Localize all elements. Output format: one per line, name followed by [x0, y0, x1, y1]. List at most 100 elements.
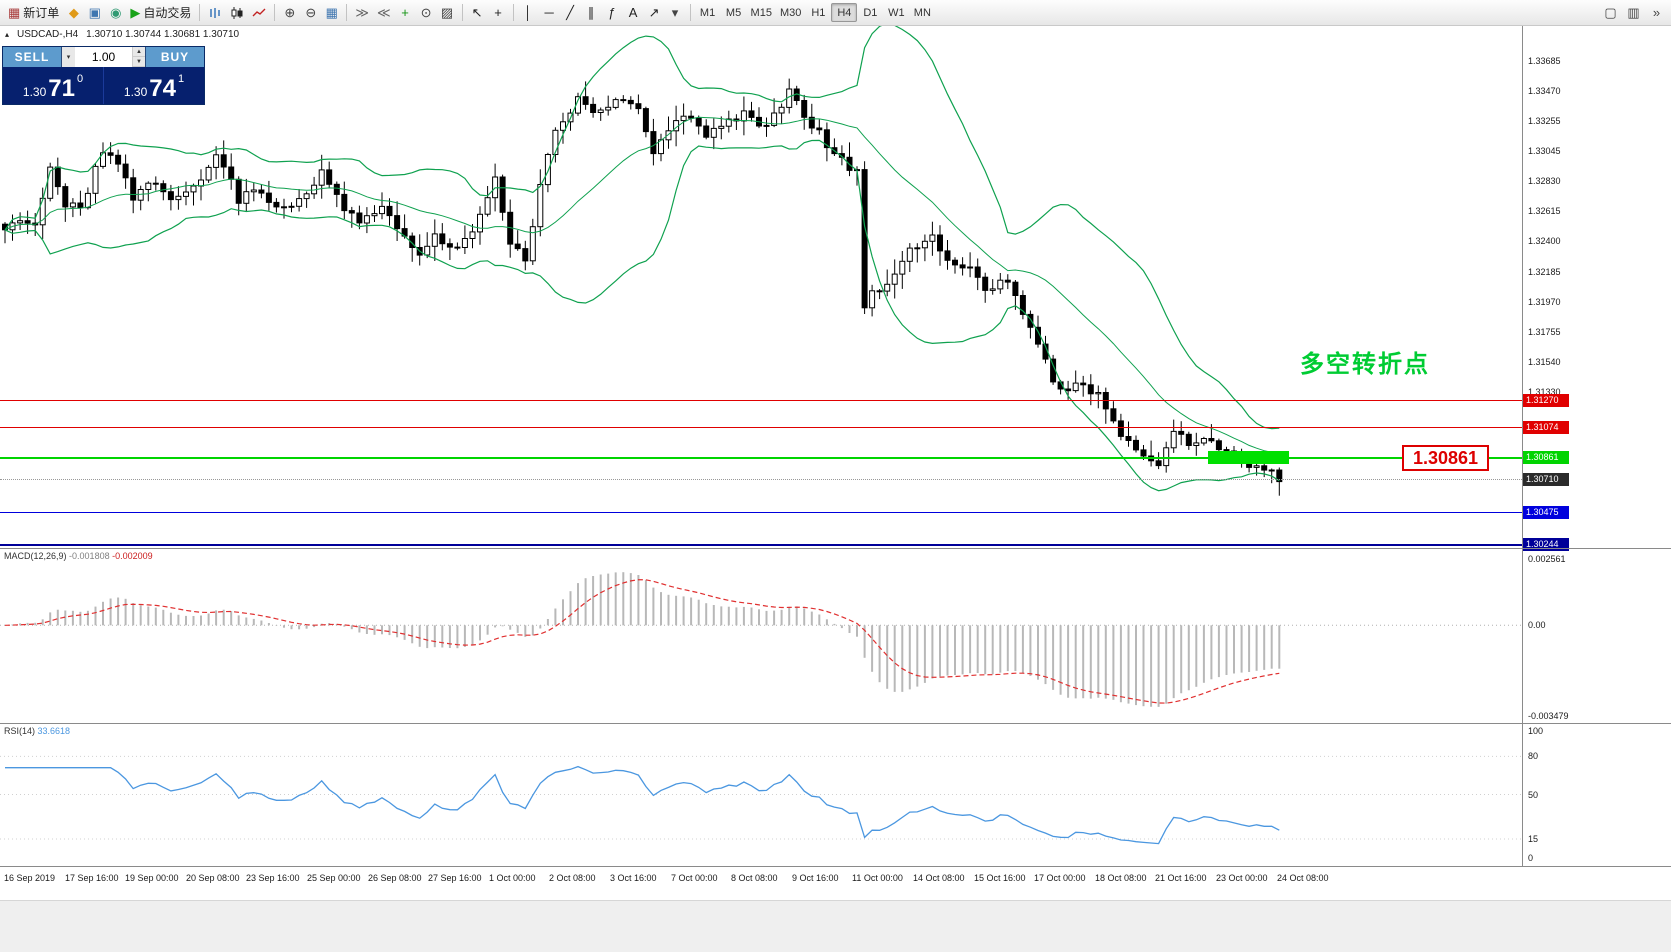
bar-chart-button[interactable] — [204, 2, 226, 23]
fibonacci-icon: ƒ — [608, 5, 616, 20]
templates-button[interactable]: ▨ — [437, 2, 458, 23]
horizontal-line-icon: ─ — [544, 5, 554, 20]
horizontal-level-1.30710[interactable] — [0, 478, 1522, 480]
cursor-button[interactable]: ↖ — [467, 2, 488, 23]
channel-button[interactable]: ∥ — [581, 2, 602, 23]
chart-annotation-text: 多空转折点 — [1300, 351, 1430, 378]
line-chart-button[interactable] — [248, 2, 270, 23]
volume-up-icon[interactable]: ▲ — [133, 47, 145, 57]
date-label: 11 Oct 00:00 — [852, 873, 903, 883]
date-label: 3 Oct 16:00 — [610, 873, 657, 883]
rsi-scale: 80 — [1528, 751, 1539, 762]
buy-button[interactable]: BUY — [146, 47, 204, 67]
date-label: 15 Oct 16:00 — [974, 873, 1026, 883]
chart-list-button[interactable]: ▢ — [1600, 2, 1621, 23]
toolbar-separator — [461, 4, 463, 21]
time-scale[interactable]: 16 Sep 2019 17 Sep 16:00 19 Sep 00:00 20 Se… — [0, 866, 1671, 900]
date-label: 16 Sep 2019 — [4, 873, 56, 883]
tile-windows-button[interactable]: ▦ — [321, 2, 342, 23]
window-menu-button[interactable]: ▥ — [1623, 2, 1644, 23]
horizontal-level-1.30861[interactable] — [0, 456, 1522, 459]
terminal-button[interactable]: ◉ — [105, 2, 126, 23]
arrows-button[interactable]: ↗ — [644, 2, 665, 23]
drawing-dropdown[interactable]: ▾ — [665, 2, 686, 23]
timeframe-w1[interactable]: W1 — [888, 6, 905, 19]
price-callout-label[interactable]: 1.30861 — [1402, 445, 1490, 471]
toolbar-right-group: ▢ ▥ » — [1600, 2, 1667, 23]
macd-canvas[interactable] — [0, 548, 1522, 723]
volume-down-icon[interactable]: ▼ — [133, 57, 145, 67]
chart-shift-icon: ≪ — [376, 4, 391, 20]
horizontal-level-1.31074[interactable] — [0, 427, 1522, 429]
timeframe-m5[interactable]: M5 — [725, 6, 742, 19]
zoom-out-button[interactable]: ⊖ — [300, 2, 321, 23]
macd-label: MACD(12,26,9) -0.001808 -0.002009 — [4, 551, 153, 561]
price-scale[interactable]: 1.31270 1.31074 1.30861 1.30710 1.30475 1.302… — [1522, 26, 1671, 866]
panel-separator[interactable] — [0, 548, 1671, 549]
new-order-icon: ▦ — [8, 4, 21, 20]
timeframe-d1[interactable]: D1 — [863, 6, 878, 19]
macd-main-value: -0.001808 — [69, 551, 110, 561]
horizontal-line-button[interactable]: ─ — [539, 2, 560, 23]
zoom-in-button[interactable]: ⊕ — [279, 2, 300, 23]
panel-separator[interactable] — [0, 723, 1671, 724]
timeframe-m30[interactable]: M30 — [779, 6, 802, 19]
horizontal-level-1.30475[interactable] — [0, 511, 1522, 513]
macd-scale-max: 0.002561 — [1528, 554, 1566, 564]
auto-scroll-icon: ≫ — [355, 4, 369, 20]
macd-scale-zero: 0.00 — [1528, 620, 1546, 631]
bars-icon — [208, 6, 222, 20]
zoom-in-icon: ⊕ — [284, 4, 296, 20]
sell-button[interactable]: SELL — [3, 47, 61, 67]
buy-price-small: 1.30 — [123, 85, 148, 99]
date-label: 14 Oct 08:00 — [913, 873, 965, 883]
market-watch-button[interactable]: ◆ — [63, 2, 84, 23]
fibonacci-button[interactable]: ƒ — [602, 2, 623, 23]
autotrading-button[interactable]: ▶ 自动交易 — [126, 2, 195, 23]
price-tick: 1.33255 — [1528, 116, 1561, 126]
trade-panel-collapse-icon[interactable]: ▴ — [5, 30, 10, 39]
autotrading-button-label: 自动交易 — [143, 6, 192, 20]
crosshair-button[interactable]: + — [488, 2, 509, 23]
auto-scroll-button[interactable]: ≫ — [351, 2, 373, 23]
macd-scale-min: -0.003479 — [1528, 711, 1569, 721]
volume-input[interactable] — [75, 47, 132, 67]
timeframe-m15[interactable]: M15 — [750, 6, 772, 19]
date-label: 21 Oct 16:00 — [1155, 873, 1207, 883]
date-label: 17 Oct 00:00 — [1034, 873, 1086, 883]
buy-price[interactable]: 1.30 74 1 — [103, 67, 204, 104]
price-tick: 1.31755 — [1528, 327, 1561, 337]
new-order-button[interactable]: ▦ 新订单 — [4, 2, 63, 23]
candlestick-chart-button[interactable] — [226, 2, 248, 23]
channel-icon: ∥ — [587, 4, 595, 20]
vertical-line-button[interactable]: │ — [518, 2, 539, 23]
price-chart-canvas[interactable] — [0, 26, 1522, 548]
periods-button[interactable]: ⊙ — [416, 2, 437, 23]
date-label: 2 Oct 08:00 — [549, 873, 596, 883]
timeframe-h4[interactable]: H4 — [831, 3, 858, 22]
indicators-button[interactable]: + — [395, 2, 416, 23]
price-chart-overlay: 多空转折点 1.30861 — [0, 26, 1522, 548]
date-label: 20 Sep 08:00 — [186, 873, 240, 883]
data-window-button[interactable]: ▣ — [84, 2, 105, 23]
text-button[interactable]: A — [623, 2, 644, 23]
sell-price[interactable]: 1.30 71 0 — [3, 67, 103, 104]
timeframe-m1[interactable]: M1 — [699, 6, 716, 19]
rsi-scale: 0 — [1528, 853, 1534, 863]
macd-title: MACD(12,26,9) — [4, 551, 67, 561]
timeframe-mn[interactable]: MN — [913, 6, 931, 19]
toolbar-separator — [689, 4, 691, 21]
rsi-canvas[interactable] — [0, 723, 1522, 866]
drawing-dropdown-icon: ▾ — [671, 4, 679, 20]
timeframe-h1[interactable]: H1 — [811, 6, 826, 19]
date-label: 9 Oct 16:00 — [792, 873, 839, 883]
trendline-button[interactable]: ╱ — [560, 2, 581, 23]
highlight-zone[interactable] — [1208, 451, 1289, 464]
date-label: 8 Oct 08:00 — [731, 873, 778, 883]
toolbar-overflow-button[interactable]: » — [1646, 2, 1667, 23]
horizontal-level-1.31270[interactable] — [0, 399, 1522, 401]
horizontal-level-1.30244[interactable] — [0, 543, 1522, 546]
chart-shift-button[interactable]: ≪ — [373, 2, 395, 23]
market-watch-icon: ◆ — [68, 4, 79, 20]
volume-dropdown-icon[interactable]: ▾ — [62, 47, 75, 67]
